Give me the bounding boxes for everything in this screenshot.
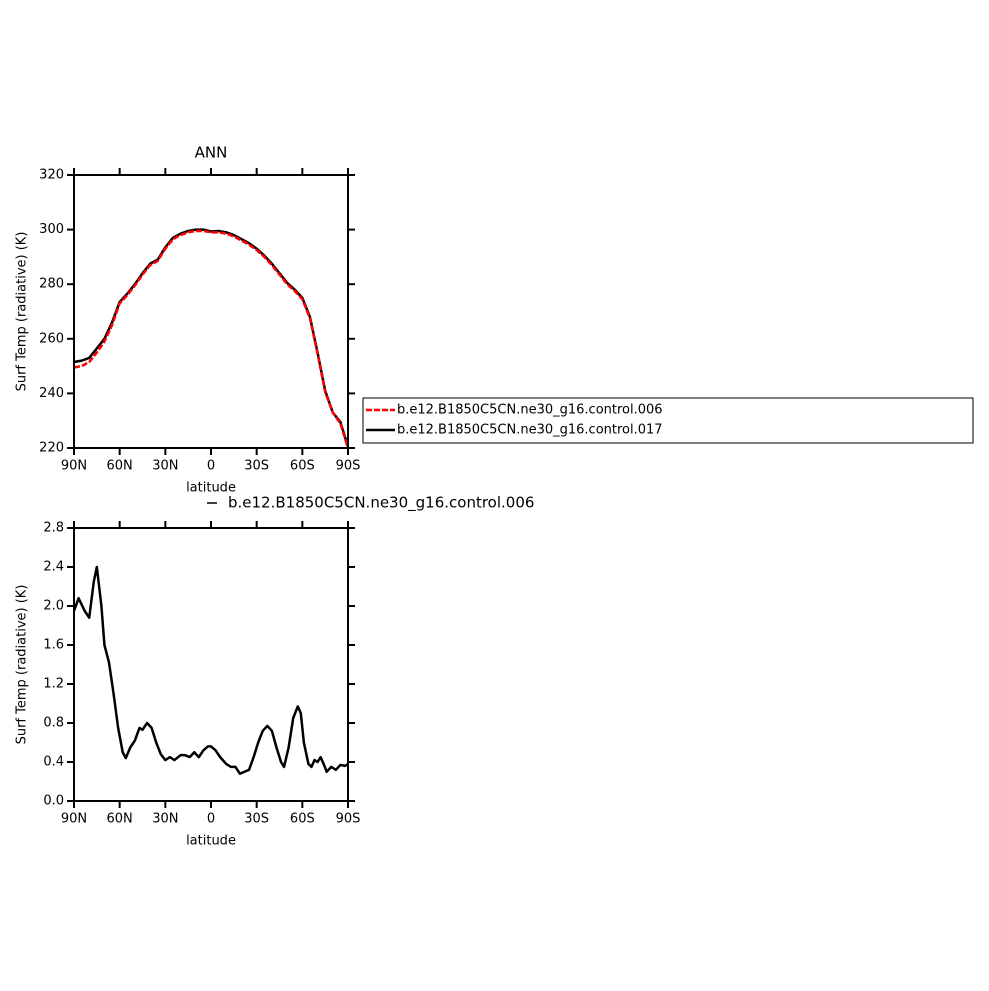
chart-title: ANN [195, 144, 228, 162]
x-tick-label: 60N [107, 459, 133, 474]
x-tick-label: 0 [207, 459, 215, 474]
x-tick-label: 30S [244, 812, 269, 827]
x-axis-label: latitude [186, 834, 236, 849]
y-tick-label: 240 [39, 386, 64, 401]
y-tick-label: 2.0 [43, 599, 64, 614]
legend-label: b.e12.B1850C5CN.ne30_g16.control.006 [228, 494, 534, 513]
x-tick-label: 30S [244, 459, 269, 474]
x-axis-label: latitude [186, 481, 236, 496]
x-tick-label: 60N [107, 812, 133, 827]
x-tick-label: 30N [152, 459, 178, 474]
y-tick-label: 0.0 [43, 794, 64, 809]
y-tick-label: 2.4 [43, 560, 64, 575]
y-tick-label: 1.2 [43, 677, 64, 692]
x-tick-label: 90N [61, 459, 87, 474]
y-tick-label: 260 [39, 331, 64, 346]
series-line [73, 229, 350, 449]
y-tick-label: 300 [39, 222, 64, 237]
x-tick-label: 0 [207, 812, 215, 827]
x-tick-label: 30N [152, 812, 178, 827]
y-axis-label: Surf Temp (radiative) (K) [15, 232, 30, 392]
y-tick-label: 1.6 [43, 638, 64, 653]
y-tick-label: 2.8 [43, 521, 64, 536]
legend-box [362, 397, 974, 444]
y-tick-label: 280 [39, 277, 64, 292]
x-tick-label: 60S [290, 812, 315, 827]
y-tick-label: 0.4 [43, 755, 64, 770]
y-tick-label: 320 [39, 168, 64, 183]
plot-frame [73, 174, 349, 449]
legend-label: b.e12.B1850C5CN.ne30_g16.control.017 [397, 423, 663, 438]
series-line [72, 565, 349, 775]
plot-frame [73, 527, 349, 802]
series-line [73, 228, 350, 447]
y-axis-label: Surf Temp (radiative) (K) [15, 585, 30, 745]
x-tick-label: 60S [290, 459, 315, 474]
x-tick-label: 90N [61, 812, 87, 827]
y-tick-label: 0.8 [43, 716, 64, 731]
y-tick-label: 220 [39, 441, 64, 456]
x-tick-label: 90S [336, 812, 361, 827]
legend-label: b.e12.B1850C5CN.ne30_g16.control.006 [397, 403, 663, 418]
x-tick-label: 90S [336, 459, 361, 474]
